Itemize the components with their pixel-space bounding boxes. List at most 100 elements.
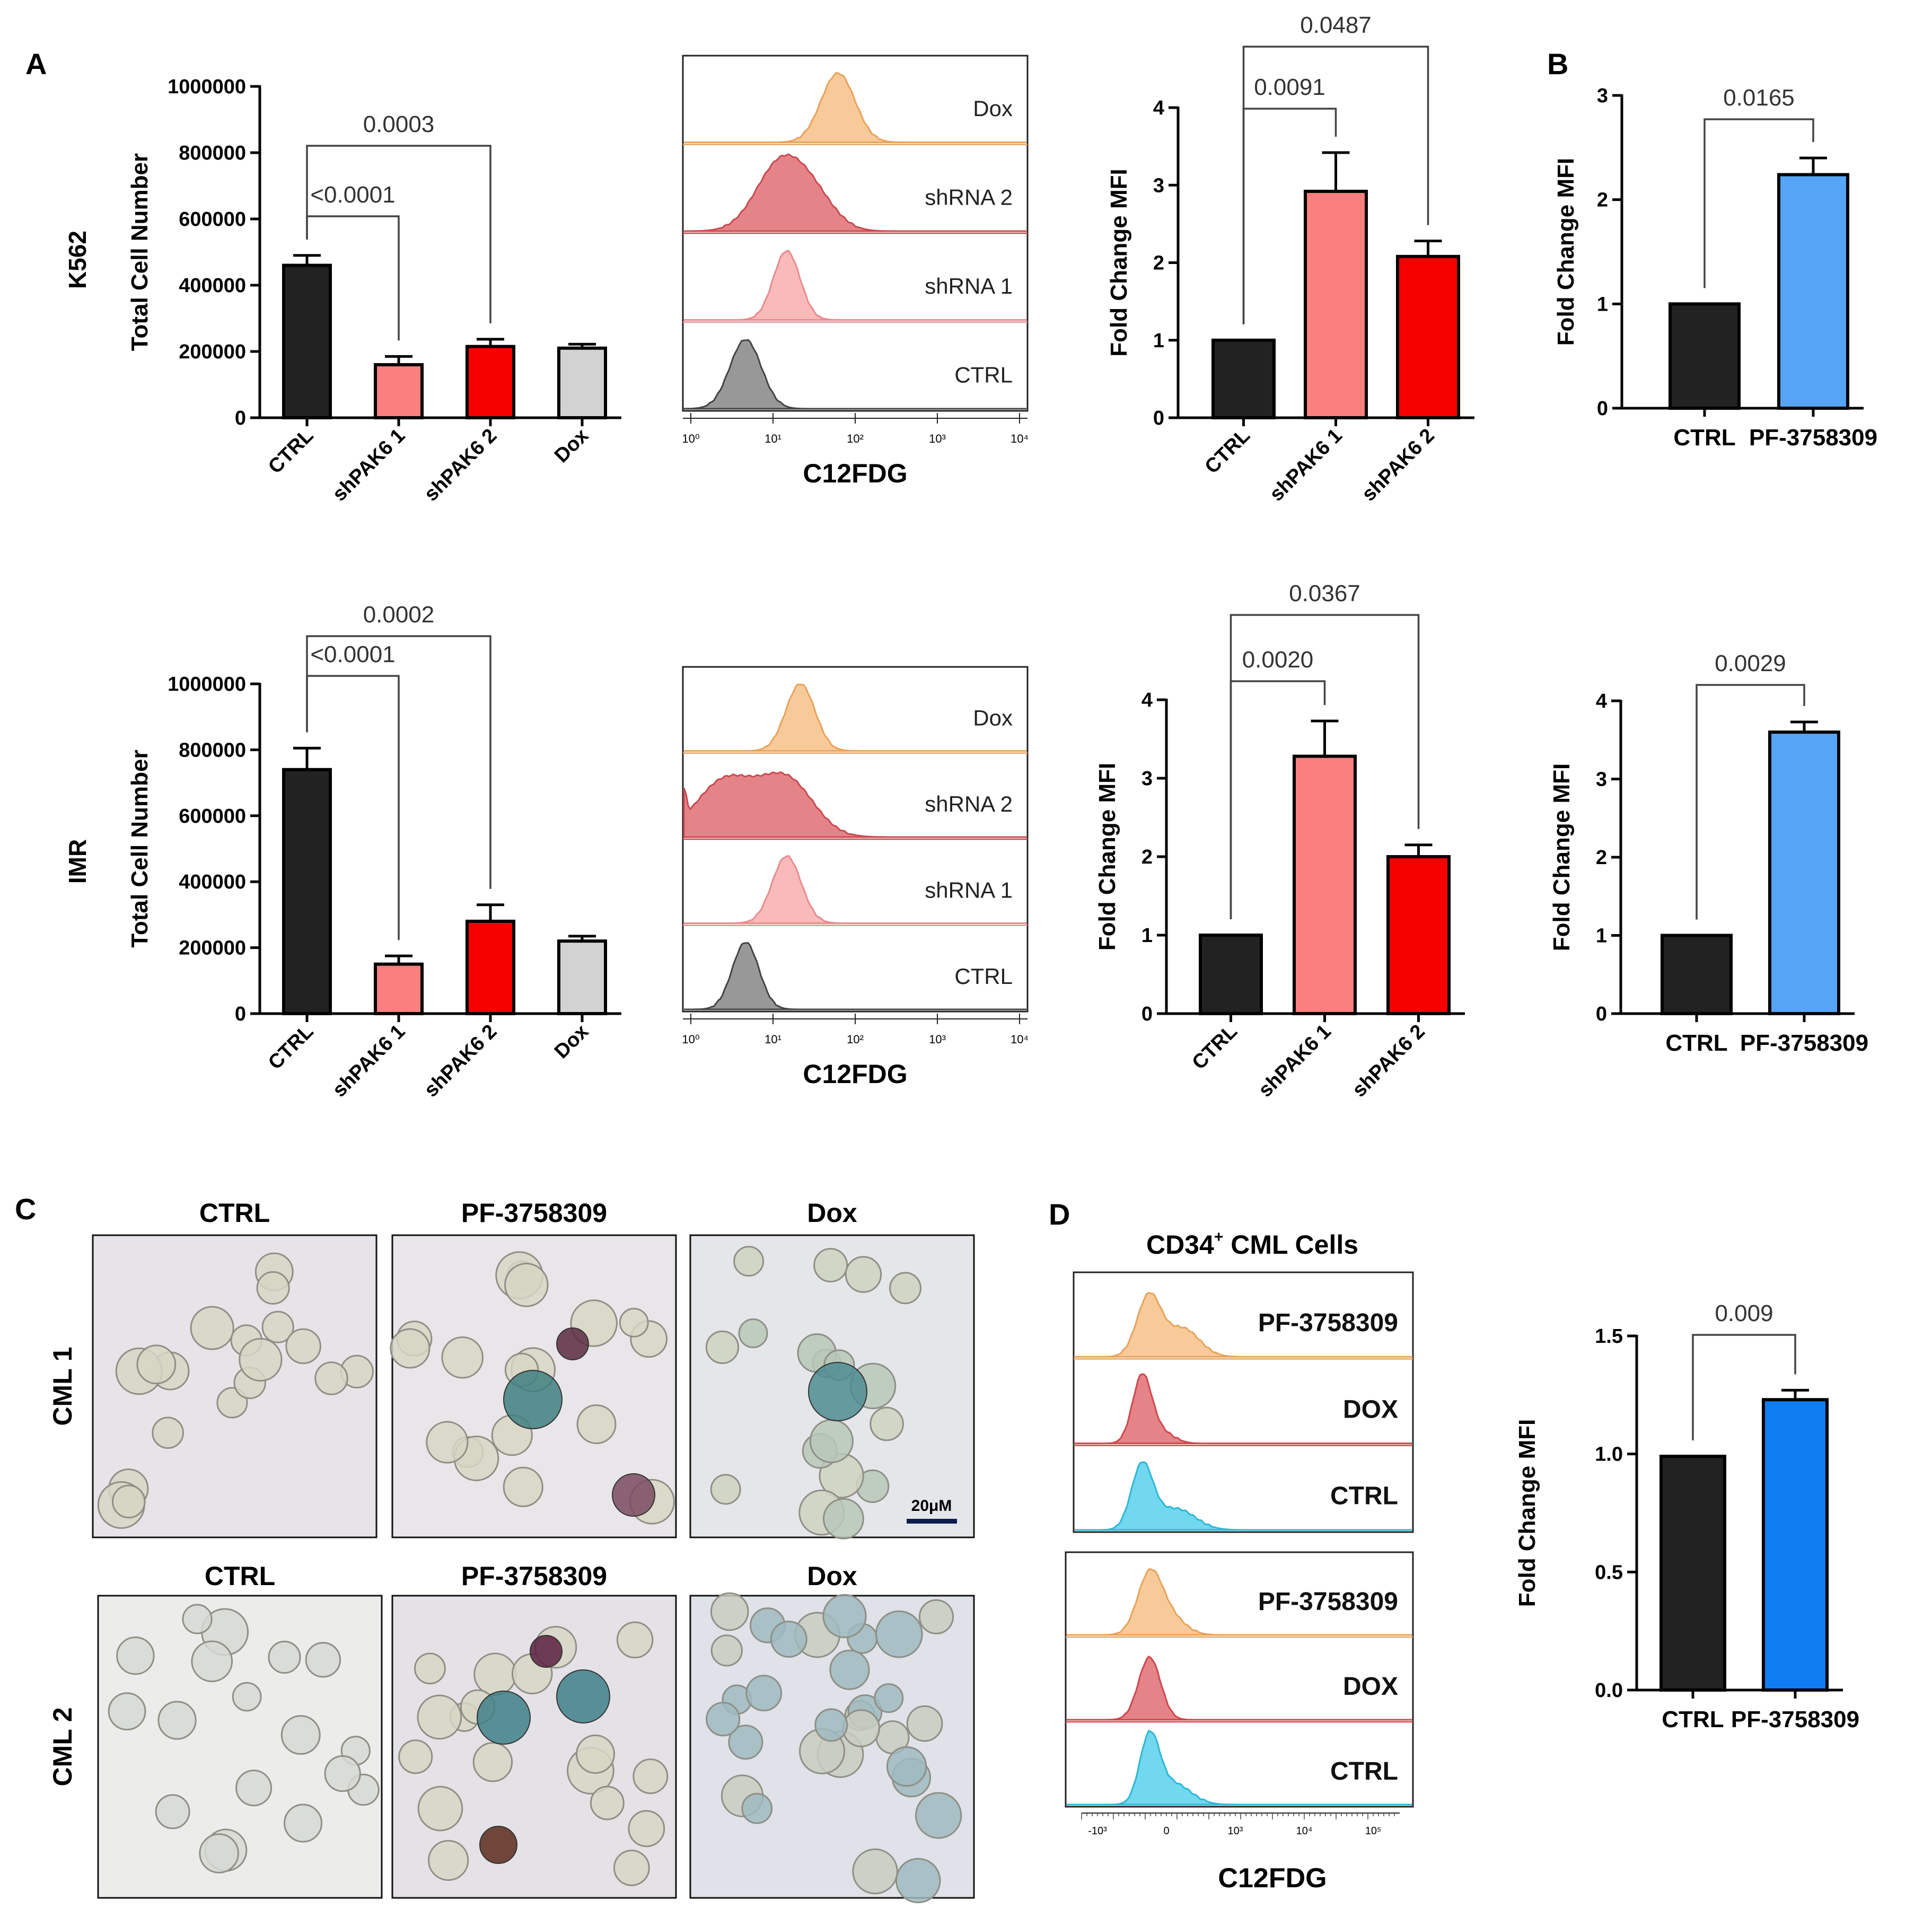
cell — [889, 1272, 921, 1305]
histogram-peak — [683, 153, 1026, 232]
cell — [706, 1702, 741, 1737]
significance-bracket — [306, 145, 491, 323]
x-tick-label: 10² — [847, 1033, 864, 1046]
stained-cell — [808, 1362, 867, 1421]
cell — [710, 1634, 743, 1667]
cell — [814, 1708, 848, 1742]
cell — [733, 1246, 765, 1277]
cd34-flow-histogram: CD34+ CML Cells PF-3758309 DOX CTRL PF-37583… — [1065, 1228, 1414, 1894]
cell — [875, 1610, 923, 1658]
y-axis-title: Fold Change MFI — [1094, 763, 1120, 951]
y-tick-label: 400000 — [179, 871, 246, 893]
bar-ctrl — [1211, 338, 1276, 419]
bar-shpak6-1 — [1293, 754, 1357, 1016]
cell — [813, 1248, 848, 1283]
y-tick-label: 1000000 — [168, 76, 246, 98]
stained-cell — [479, 1826, 517, 1864]
histogram-row-label: shRNA 2 — [925, 184, 1013, 209]
cell — [314, 1361, 348, 1395]
y-axis-title: Fold Change MFI — [1106, 169, 1132, 356]
cell — [705, 1330, 740, 1365]
micrograph-row-label: CML 1 — [48, 1347, 77, 1426]
y-tick-label: 0 — [235, 1003, 246, 1025]
y-tick-label: 800000 — [179, 142, 246, 164]
cell — [414, 1652, 446, 1685]
significance-bracket — [1696, 684, 1805, 920]
x-tick-label: shPAK6 2 — [1348, 1021, 1429, 1102]
panel-label-a: A — [25, 47, 47, 81]
p-value-label: 0.009 — [1715, 1300, 1773, 1326]
bar-shpak6-2 — [1396, 254, 1460, 419]
histogram-row-label: Dox — [973, 96, 1013, 121]
x-tick-label: CTRL — [264, 425, 318, 478]
histogram-peak — [1067, 1729, 1412, 1806]
cell — [504, 1263, 549, 1307]
cell — [191, 1640, 233, 1683]
y-tick-label: 3 — [1153, 174, 1164, 197]
histogram-peak — [684, 942, 1026, 1010]
p-value-label: 0.0367 — [1289, 580, 1360, 606]
x-tick-label: shPAK6 2 — [420, 1021, 501, 1102]
y-axis-title: Total Cell Number — [127, 750, 153, 947]
cell — [870, 1406, 904, 1441]
cell — [918, 1599, 954, 1634]
cell — [822, 1594, 867, 1639]
p-value-label: <0.0001 — [310, 641, 395, 667]
x-tick-label: 10¹ — [765, 432, 781, 445]
cell — [417, 1785, 463, 1832]
significance-bracket — [1242, 46, 1429, 324]
cell — [895, 1858, 941, 1904]
cell — [770, 1621, 807, 1658]
p-value-label: 0.0091 — [1254, 74, 1325, 100]
imr-flow-histogram: Dox shRNA 2 shRNA 1 CTRL 10⁰ 10¹ 10² 10³ 10⁴ C12F… — [682, 666, 1029, 1089]
x-tick-label: CTRL — [1673, 425, 1735, 451]
x-tick-label: -10³ — [1088, 1825, 1107, 1837]
cell — [852, 1848, 898, 1895]
histogram-row-label: CTRL — [1330, 1757, 1398, 1785]
k562-pf-mfi-chart: 0 1 2 3 Fold Change MFI CTRL PF-3758309 0.0165 — [1553, 85, 1877, 451]
bar-dox — [557, 346, 607, 419]
histogram-peak — [684, 683, 1026, 752]
micrograph-row-label: CML 2 — [48, 1707, 77, 1786]
bar-shpak6-2 — [466, 345, 515, 419]
cell — [906, 1705, 943, 1742]
y-tick-label: 1.5 — [1595, 1325, 1623, 1348]
micrograph-title: PF-3758309 — [461, 1561, 607, 1591]
y-tick-label: 0 — [1596, 1003, 1607, 1025]
x-tick-label: shPAK6 2 — [420, 425, 501, 506]
bar-pf-3758309 — [1768, 731, 1840, 1015]
significance-bracket — [306, 635, 491, 889]
bar-ctrl — [1659, 1455, 1726, 1692]
histogram-peak — [1074, 1291, 1413, 1358]
cell — [256, 1271, 290, 1305]
row-label-k562: K562 — [64, 231, 91, 289]
title-main: CD34 — [1146, 1230, 1214, 1260]
x-tick-label: Dox — [550, 425, 593, 467]
cell — [268, 1640, 301, 1674]
cell — [235, 1770, 273, 1807]
histogram-row-label: DOX — [1343, 1395, 1398, 1423]
x-tick-label: 10⁰ — [682, 432, 699, 445]
cell — [239, 1338, 283, 1382]
y-tick-label: 4 — [1153, 97, 1164, 119]
cell — [417, 1694, 462, 1740]
y-tick-label: 1000000 — [168, 673, 246, 696]
bar-shpak6-2 — [1386, 855, 1451, 1015]
bar-pf-3758309 — [1777, 173, 1849, 410]
y-tick-label: 3 — [1596, 769, 1607, 791]
significance-bracket — [1703, 118, 1814, 288]
significance-bracket — [1230, 614, 1420, 919]
p-value-label: 0.0165 — [1723, 85, 1795, 111]
cell — [190, 1306, 234, 1350]
x-tick-label: CTRL — [264, 1021, 318, 1074]
cell — [441, 1336, 484, 1379]
k562-flow-histogram: Dox shRNA 2 shRNA 1 CTRL 10⁰ 10¹ 10² 10³ 10⁴ C12F… — [682, 55, 1029, 488]
y-tick-label: 600000 — [179, 805, 246, 828]
x-tick-label: 10⁴ — [1011, 1033, 1029, 1046]
y-tick-label: 800000 — [179, 739, 246, 761]
y-tick-label: 4 — [1141, 689, 1153, 711]
cell — [472, 1742, 513, 1782]
stained-cell — [556, 1327, 589, 1360]
cell — [280, 1715, 321, 1755]
significance-bracket — [1692, 1334, 1796, 1441]
